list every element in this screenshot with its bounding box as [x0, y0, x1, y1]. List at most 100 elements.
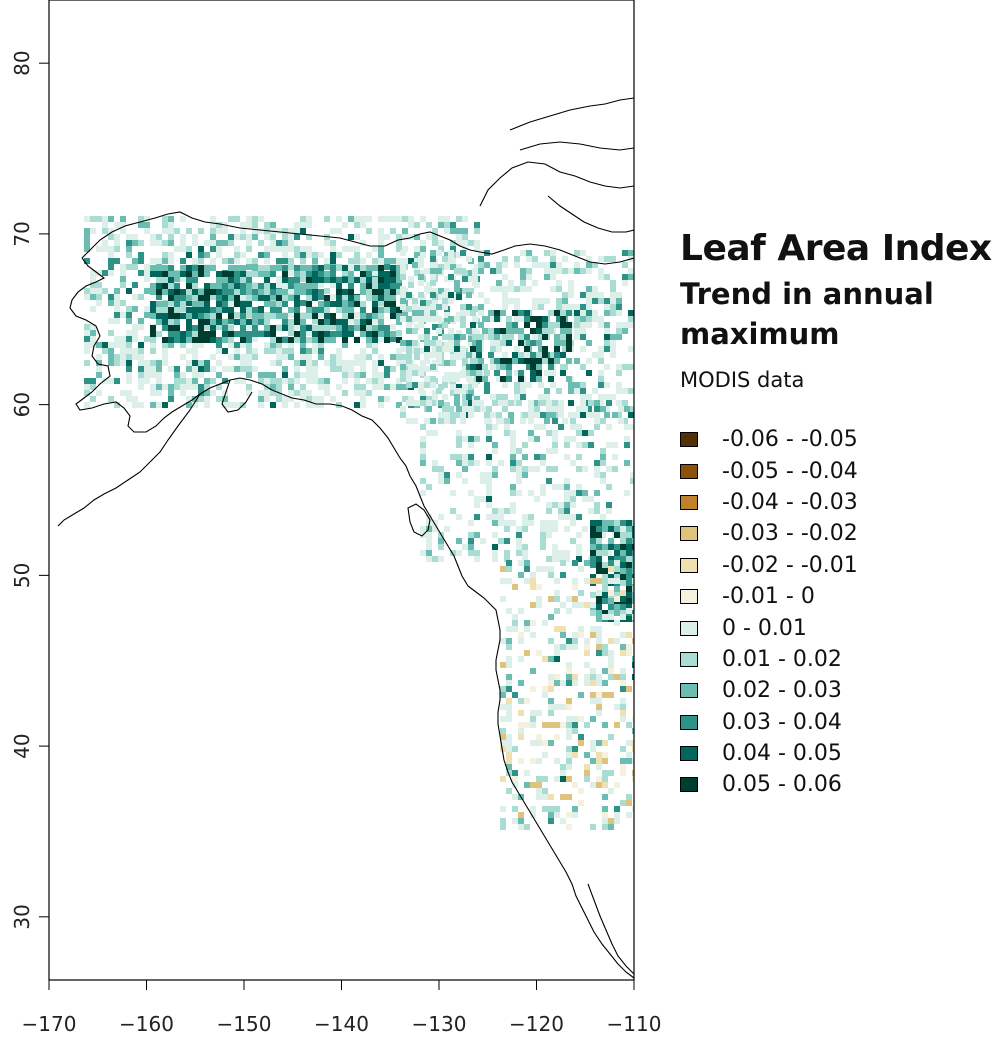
raster-cell	[432, 336, 438, 342]
raster-cell	[602, 722, 608, 728]
raster-cell	[480, 472, 486, 478]
raster-cell	[348, 289, 354, 295]
raster-cell	[162, 360, 168, 366]
raster-cell	[198, 307, 204, 313]
raster-cell	[514, 262, 520, 268]
raster-cell	[466, 256, 472, 262]
raster-cell	[400, 286, 406, 292]
raster-cell	[312, 313, 318, 319]
raster-cell	[198, 325, 204, 331]
raster-cell	[626, 800, 632, 806]
raster-cell	[282, 289, 288, 295]
raster-cell	[204, 366, 210, 372]
raster-cell	[418, 256, 424, 262]
raster-cell	[506, 686, 512, 692]
raster-cell	[288, 337, 294, 343]
raster-cell	[270, 348, 276, 354]
raster-cell	[90, 342, 96, 348]
raster-cell	[518, 340, 524, 346]
raster-cell	[216, 295, 222, 301]
raster-cell	[632, 614, 634, 620]
raster-cell	[264, 313, 270, 319]
raster-cell	[516, 478, 522, 484]
raster-cell	[186, 246, 192, 252]
raster-cell	[252, 325, 258, 331]
raster-cell	[294, 271, 300, 277]
raster-cell	[402, 384, 408, 390]
raster-cell	[596, 614, 602, 620]
raster-cell	[490, 412, 496, 418]
raster-cell	[620, 800, 626, 806]
raster-cell	[222, 319, 228, 325]
raster-cell	[282, 396, 288, 402]
raster-cell	[506, 716, 512, 722]
raster-cell	[500, 716, 506, 722]
raster-cell	[486, 406, 492, 412]
raster-cell	[240, 234, 246, 240]
raster-cell	[566, 674, 572, 680]
raster-cell	[412, 310, 418, 316]
raster-cell	[408, 276, 414, 282]
raster-cell	[312, 318, 318, 324]
raster-cell	[500, 746, 506, 752]
raster-cell	[270, 283, 276, 289]
raster-cell	[462, 454, 468, 460]
raster-cell	[436, 250, 442, 256]
raster-cell	[234, 301, 240, 307]
raster-cell	[414, 222, 420, 228]
raster-cell	[596, 590, 602, 596]
raster-cell	[174, 319, 180, 325]
raster-cell	[604, 334, 610, 340]
raster-cell	[342, 325, 348, 331]
raster-cell	[596, 598, 602, 604]
raster-cell	[336, 325, 342, 331]
raster-cell	[180, 372, 186, 378]
raster-cell	[554, 776, 560, 782]
raster-cell	[336, 277, 342, 283]
y-tick-label: 50	[10, 563, 34, 588]
raster-cell	[450, 550, 456, 556]
raster-cell	[516, 400, 522, 406]
raster-cell	[126, 348, 132, 354]
raster-cell	[240, 252, 246, 258]
raster-cell	[378, 325, 384, 331]
legend-label: -0.02 - -0.01	[722, 552, 858, 578]
raster-cell	[500, 662, 506, 668]
raster-cell	[438, 544, 444, 550]
raster-cell	[150, 313, 156, 319]
raster-cell	[198, 313, 204, 319]
raster-cell	[114, 306, 120, 312]
raster-cell	[586, 286, 592, 292]
raster-cell	[192, 331, 198, 337]
raster-cell	[512, 746, 518, 752]
raster-cell	[198, 319, 204, 325]
raster-cell	[138, 384, 144, 390]
raster-cell	[552, 550, 558, 556]
raster-cell	[204, 360, 210, 366]
raster-cell	[342, 270, 348, 276]
raster-cell	[240, 277, 246, 283]
raster-cell	[490, 346, 496, 352]
raster-cell	[536, 376, 542, 382]
raster-cell	[198, 384, 204, 390]
raster-cell	[552, 520, 558, 526]
raster-cell	[342, 294, 348, 300]
raster-cell	[120, 312, 126, 318]
raster-cell	[390, 295, 396, 301]
raster-cell	[126, 378, 132, 384]
raster-cell	[594, 406, 600, 412]
raster-cell	[550, 286, 556, 292]
raster-cell	[610, 310, 616, 316]
raster-cell	[324, 390, 330, 396]
raster-cell	[276, 378, 282, 384]
raster-cell	[396, 234, 402, 240]
raster-cell	[198, 372, 204, 378]
raster-cell	[426, 514, 432, 520]
raster-cell	[566, 812, 572, 818]
raster-cell	[282, 246, 288, 252]
raster-cell	[162, 384, 168, 390]
raster-cell	[616, 310, 622, 316]
raster-cell	[412, 298, 418, 304]
raster-cell	[240, 354, 246, 360]
raster-cell	[614, 532, 620, 538]
